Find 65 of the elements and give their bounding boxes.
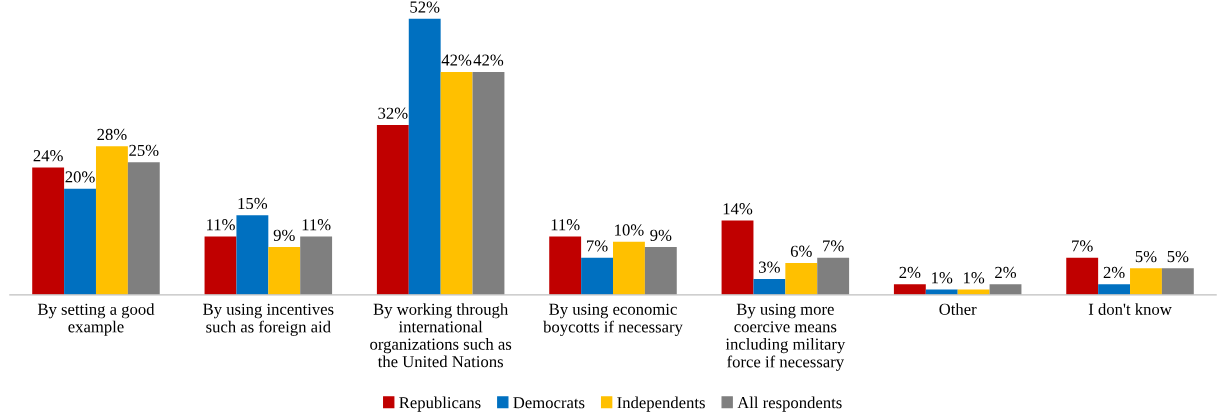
bar xyxy=(753,278,786,295)
data-label: 32% xyxy=(378,107,408,119)
data-label: 7% xyxy=(1072,240,1093,252)
bar xyxy=(817,257,850,295)
data-label: 11% xyxy=(302,219,331,231)
bar xyxy=(408,18,441,295)
bar xyxy=(300,236,333,295)
data-label: 2% xyxy=(899,266,921,279)
bar xyxy=(1161,268,1194,295)
bar xyxy=(613,241,645,295)
legend-label: Republicans xyxy=(399,396,481,412)
data-label: 52% xyxy=(410,1,440,13)
data-label: 24% xyxy=(33,150,63,162)
bar xyxy=(376,124,409,295)
data-label: 20% xyxy=(65,171,95,183)
data-label: 42% xyxy=(441,54,472,66)
data-label: 25% xyxy=(129,144,159,157)
data-label: 9% xyxy=(273,229,295,241)
data-label: 7% xyxy=(587,240,608,252)
data-label: 14% xyxy=(723,203,753,215)
bar xyxy=(893,284,926,295)
x-tick-label: I don't know xyxy=(1088,303,1172,315)
bar xyxy=(581,257,613,295)
bar xyxy=(549,236,582,295)
data-label: 42% xyxy=(473,54,504,66)
bar xyxy=(989,284,1022,295)
data-label: 2% xyxy=(995,266,1017,279)
legend-label: Democrats xyxy=(513,397,585,409)
bar xyxy=(1066,257,1099,295)
bar xyxy=(1130,268,1162,295)
bar xyxy=(236,215,269,295)
data-label: 1% xyxy=(932,272,953,284)
x-tick-label: By setting a good example xyxy=(37,303,155,336)
data-label: 7% xyxy=(823,240,844,252)
bar xyxy=(472,71,505,295)
bar xyxy=(721,220,754,295)
data-label: 3% xyxy=(759,261,780,273)
data-label: 11% xyxy=(207,219,235,231)
bar xyxy=(644,247,677,295)
data-label: 10% xyxy=(615,224,644,236)
bar xyxy=(1098,284,1131,295)
bar xyxy=(95,146,128,295)
data-label: 15% xyxy=(238,197,268,210)
x-tick-label: By using economic boycotts if necessary xyxy=(543,303,683,336)
bar xyxy=(268,247,301,295)
data-label: 1% xyxy=(963,272,985,284)
bar xyxy=(32,167,65,295)
data-label: 6% xyxy=(790,245,812,257)
data-label: 11% xyxy=(551,219,580,231)
x-tick-label: By using incentives such as foreign aid xyxy=(203,303,334,336)
bar xyxy=(127,162,160,295)
legend-label: All respondents xyxy=(737,396,842,412)
bar xyxy=(440,71,473,295)
x-tick-label: Other xyxy=(939,303,977,315)
x-tick-label: By working through international organizations such as the United Nations xyxy=(370,303,512,368)
bar xyxy=(64,188,96,295)
legend-label: Independents xyxy=(617,396,705,412)
bar xyxy=(204,236,237,295)
data-label: 2% xyxy=(1103,266,1125,279)
data-label: 28% xyxy=(97,128,127,141)
data-label: 5% xyxy=(1135,250,1157,263)
data-label: 5% xyxy=(1167,250,1189,263)
data-label: 9% xyxy=(650,229,672,241)
x-tick-label: By using more coercive means including military force if necessary xyxy=(725,303,846,371)
bar xyxy=(785,262,818,295)
